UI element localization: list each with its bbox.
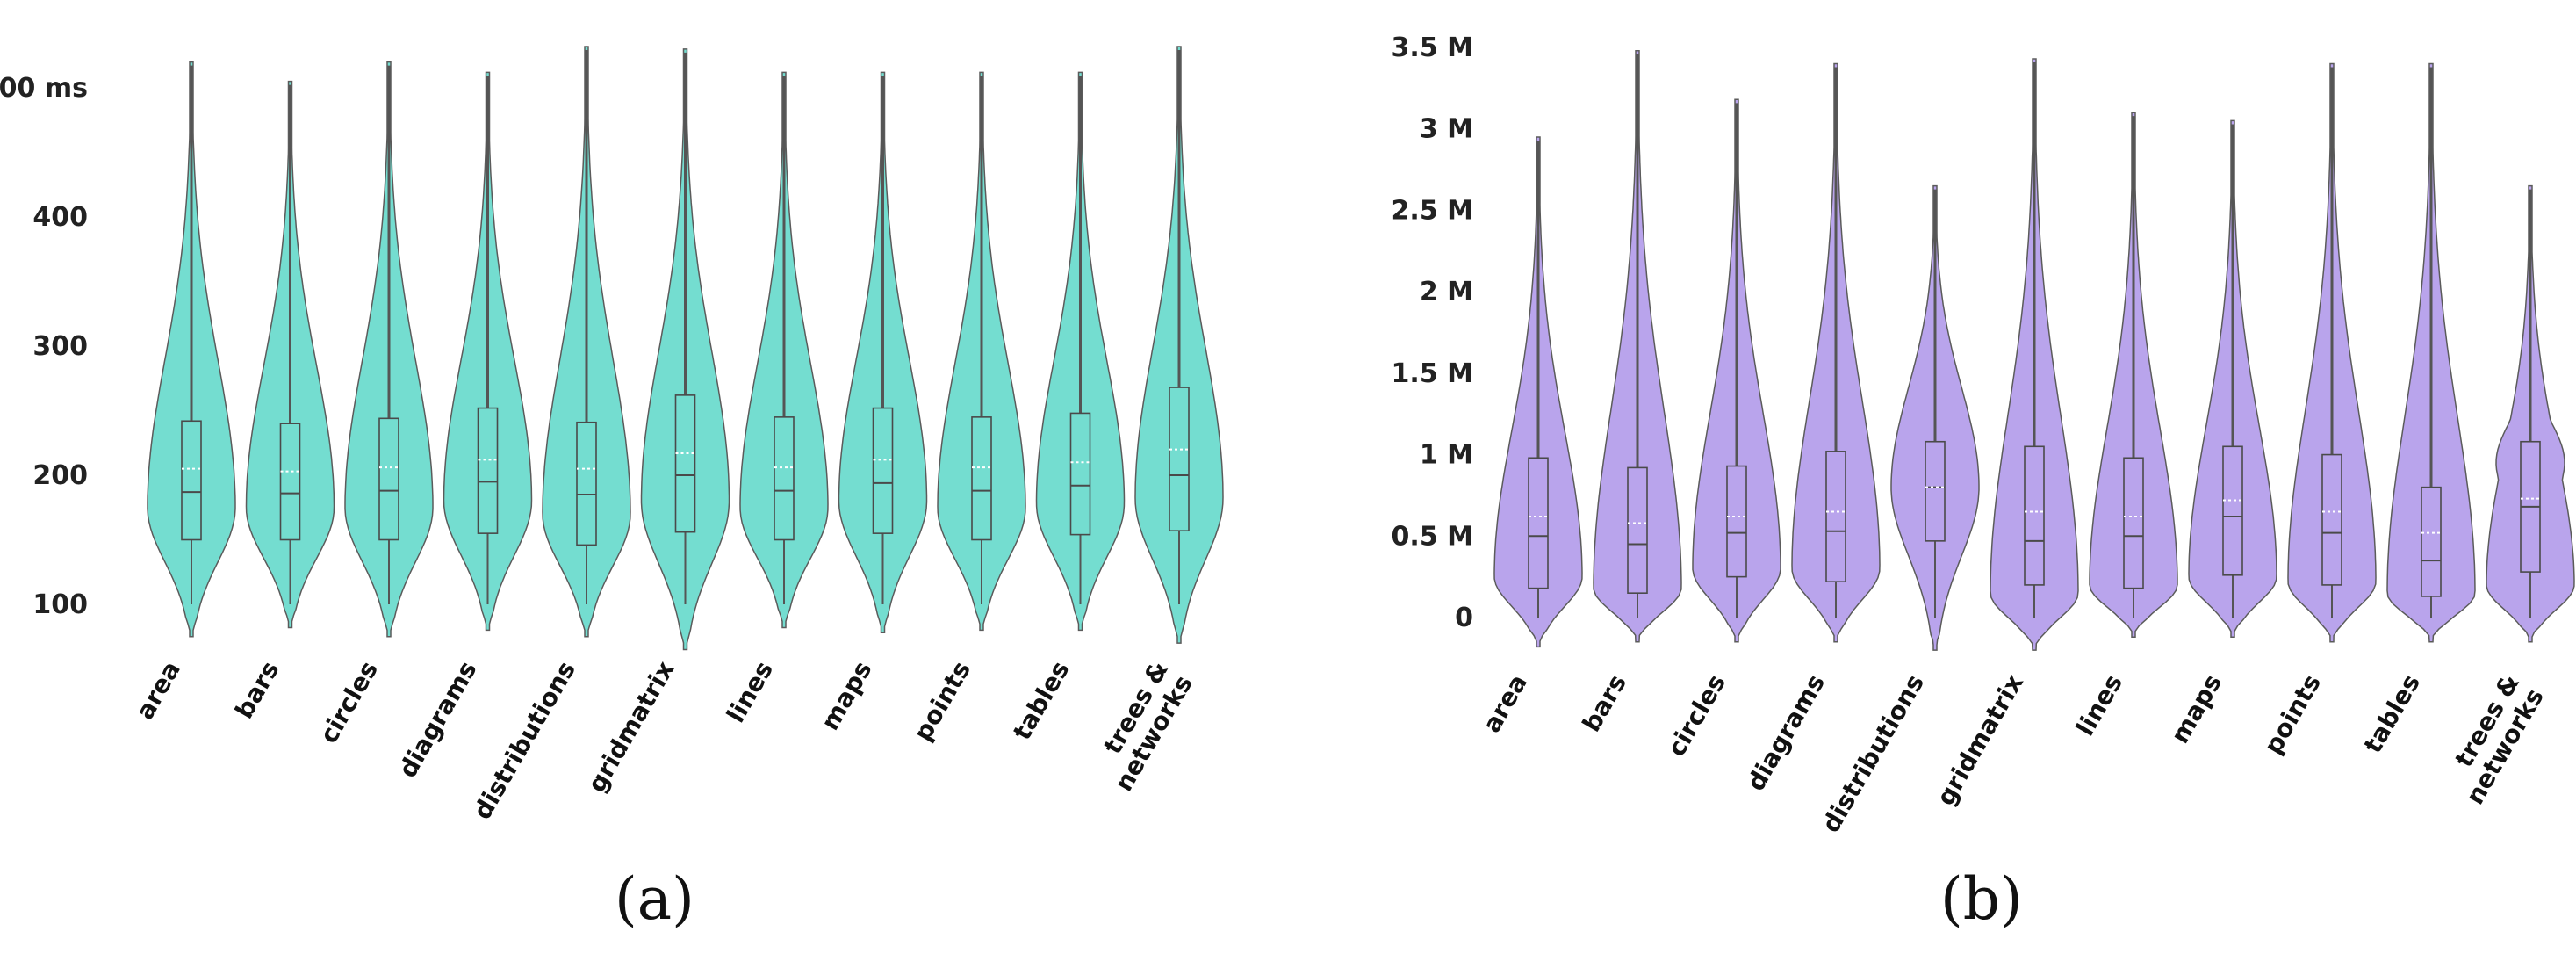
x-tick-label: area [1477, 669, 1533, 738]
x-tick-label: tables [1007, 656, 1075, 745]
violin-gridmatrix [640, 48, 730, 651]
violin-lines [739, 71, 829, 629]
y-tick-label: 400 [32, 202, 88, 233]
iqr-box [1726, 465, 1747, 578]
violin-tables [2386, 62, 2476, 643]
iqr-box [674, 394, 696, 533]
x-tick-label: maps [816, 656, 878, 735]
iqr-box [2222, 445, 2243, 576]
y-tick-label: 500 ms [0, 73, 88, 104]
violin-trees-networks [1134, 46, 1224, 644]
y-tick-label: 200 [32, 460, 88, 491]
x-tick-label: bars [229, 656, 284, 724]
violin-gridmatrix [1990, 58, 2079, 651]
x-tick-label: points [2258, 669, 2327, 759]
violin-trees-networks [2486, 184, 2575, 643]
y-tick-label: 3 M [1420, 114, 1473, 145]
iqr-box [1169, 387, 1190, 532]
y-tick-label: 1 M [1420, 440, 1473, 471]
y-tick-label: 100 [32, 589, 88, 620]
x-tick-label: distributions [1817, 669, 1931, 837]
violin-diagrams [443, 71, 533, 632]
x-tick-label: lines [2070, 669, 2128, 741]
iqr-box [2321, 453, 2342, 586]
iqr-box [872, 407, 894, 534]
violin-area [147, 61, 236, 638]
iqr-box [1925, 440, 1946, 542]
iqr-box [1627, 466, 1648, 594]
y-tick-label: 3.5 M [1392, 33, 1473, 63]
x-tick-label: circles [1662, 669, 1732, 762]
x-tick-label: diagrams [1741, 669, 1831, 796]
violin-diagrams [1791, 62, 1881, 643]
iqr-box [378, 417, 399, 541]
violin-distributions [1890, 184, 1980, 651]
violin-maps [2188, 119, 2277, 639]
y-tick-label: 1.5 M [1392, 358, 1473, 389]
violin-circles [1692, 98, 1781, 643]
y-tick-label: 0.5 M [1392, 521, 1473, 552]
panel-b-chart: 3.5 M 3 M 2.5 M 2 M 1.5 M 1 M 0.5 M 0 area bars ci… [1392, 33, 2575, 837]
y-tick-label: 2.5 M [1392, 195, 1473, 226]
iqr-box [477, 407, 499, 534]
iqr-box [1825, 451, 1846, 583]
violin-lines [2089, 112, 2178, 639]
x-tick-label: diagrams [392, 656, 482, 783]
iqr-box [2421, 486, 2442, 597]
x-tick-label: trees &networks [2436, 669, 2550, 809]
iqr-box [1528, 457, 1549, 589]
violin-distributions [542, 46, 631, 638]
iqr-box [971, 416, 992, 541]
violin-maps [838, 71, 928, 634]
iqr-box [279, 423, 301, 541]
violin-bars [245, 80, 335, 629]
caption-b: (b) [1940, 865, 2023, 933]
iqr-box [181, 420, 202, 541]
x-tick-label: gridmatrix [582, 656, 680, 798]
y-tick-label: 0 [1455, 603, 1473, 633]
x-tick-label: points [908, 656, 976, 746]
iqr-box [576, 421, 597, 546]
y-tick-label: 300 [32, 331, 88, 362]
x-tick-label: circles [314, 656, 385, 748]
iqr-box [2024, 445, 2045, 586]
violin-bars [1593, 49, 1682, 643]
iqr-box [2123, 457, 2144, 589]
panel-a-chart: 500 ms 400 300 200 100 area bars circlesdiagram… [0, 46, 1224, 824]
x-tick-label: maps [2165, 669, 2227, 748]
x-tick-label: gridmatrix [1931, 669, 2029, 811]
iqr-box [1069, 412, 1091, 536]
x-tick-label: distributions [468, 656, 582, 824]
iqr-box [774, 416, 795, 541]
violin-area [1493, 136, 1583, 648]
violin-points [2287, 62, 2377, 643]
x-tick-label: trees &networks [1084, 656, 1198, 796]
caption-a: (a) [615, 865, 694, 933]
x-tick-label: area [130, 656, 186, 725]
x-tick-label: lines [721, 656, 779, 727]
violin-tables [1035, 71, 1126, 632]
violin-circles [344, 61, 434, 638]
violin-points [937, 71, 1026, 632]
x-tick-label: tables [2358, 669, 2426, 758]
y-tick-label: 2 M [1420, 277, 1473, 307]
x-tick-label: bars [1577, 669, 1632, 737]
